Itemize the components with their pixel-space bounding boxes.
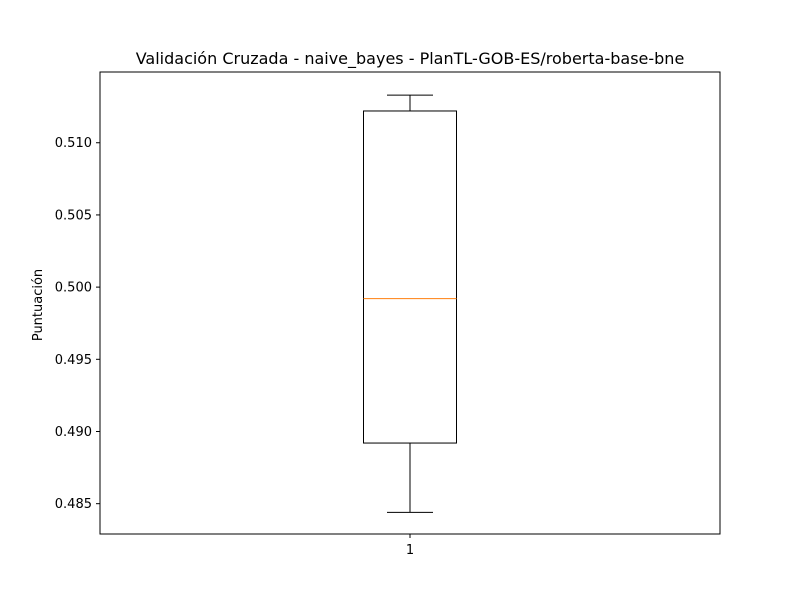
y-axis-label: Puntuación [31, 269, 46, 341]
y-tick-label: 0.490 [55, 425, 92, 440]
x-tick-label: 1 [406, 543, 414, 558]
y-tick-label: 0.485 [55, 497, 92, 512]
y-tick-label: 0.495 [55, 353, 92, 368]
y-tick-label: 0.510 [55, 136, 92, 151]
y-tick-label: 0.505 [55, 208, 92, 223]
y-tick-label: 0.500 [55, 281, 92, 296]
box-iqr [363, 110, 457, 444]
chart-title: Validación Cruzada - naive_bayes - PlanT… [136, 49, 685, 69]
